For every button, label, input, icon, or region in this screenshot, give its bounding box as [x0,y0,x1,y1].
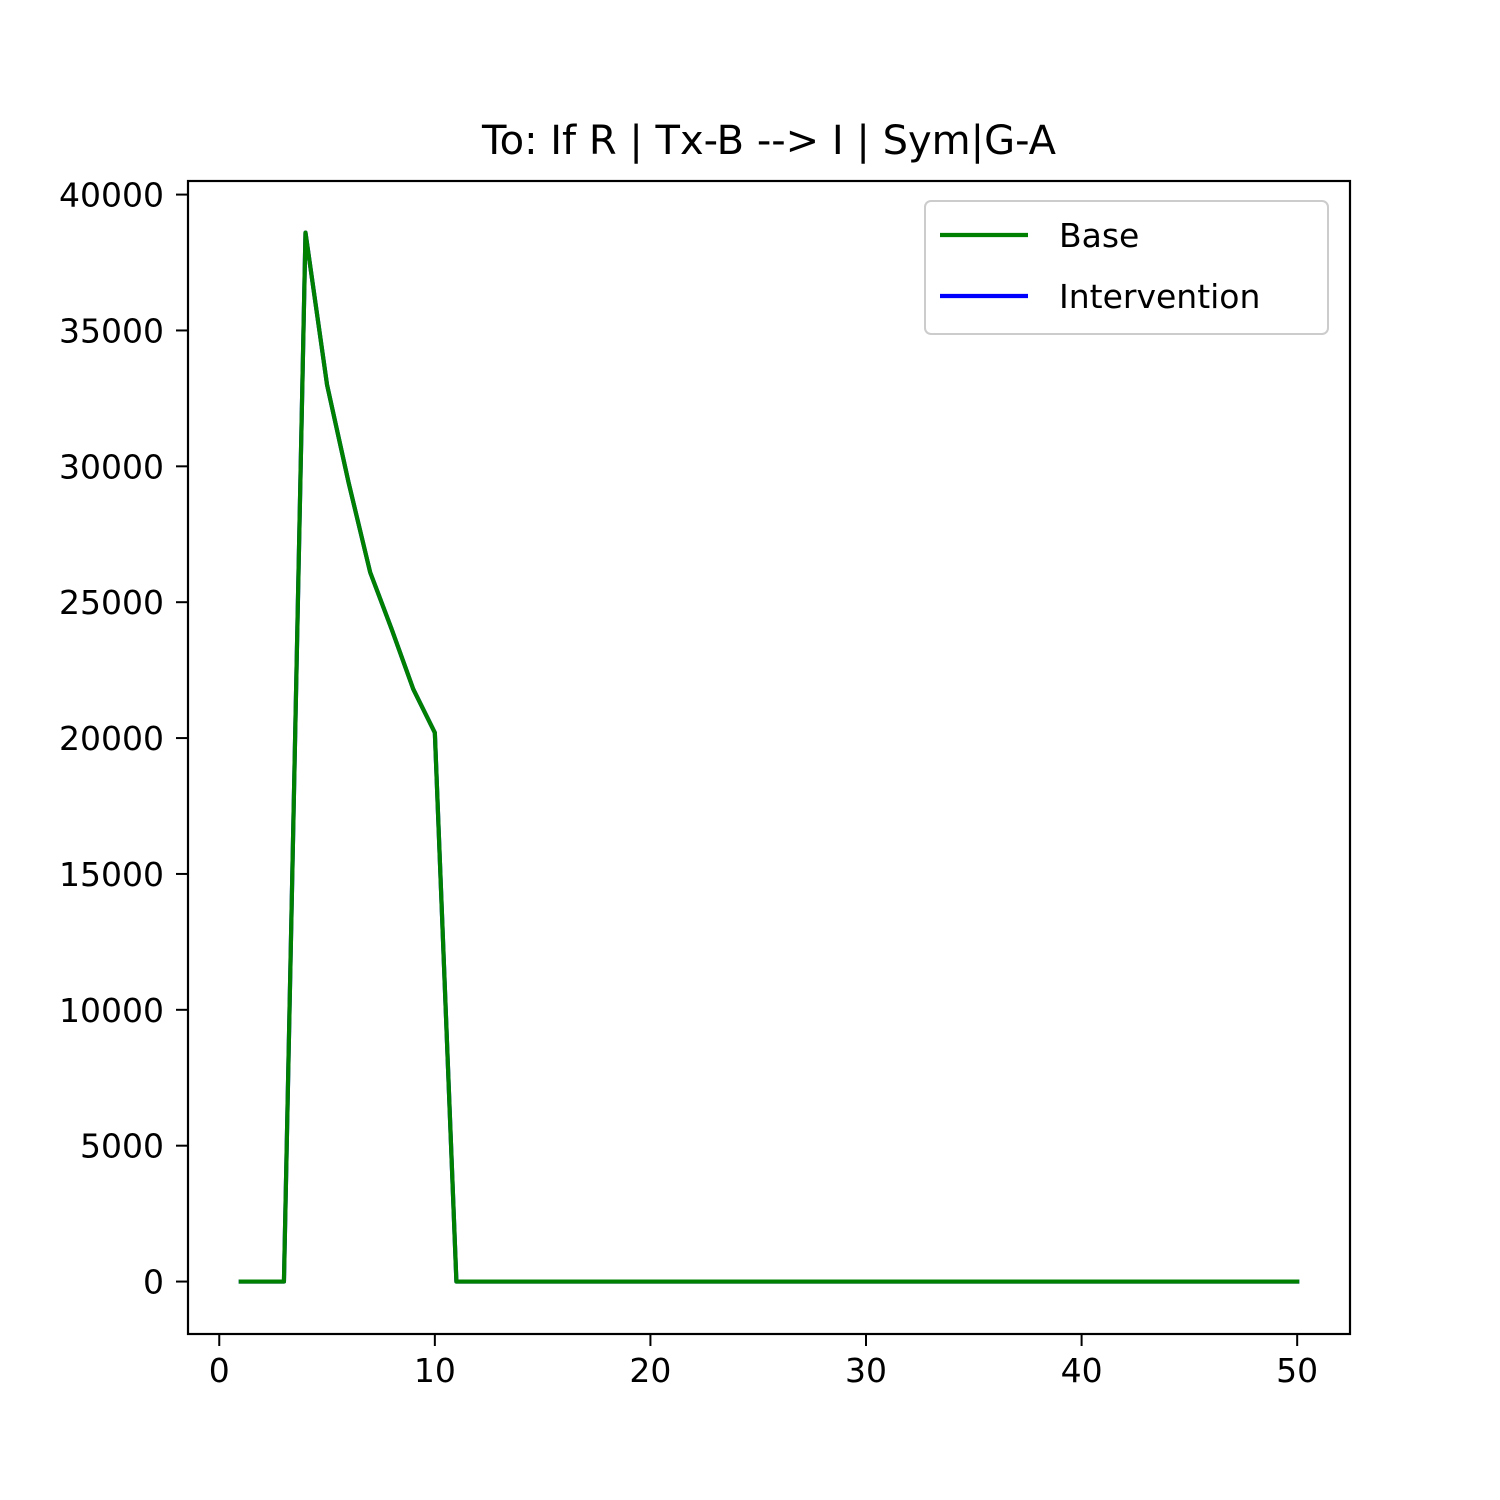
axes-frame [186,179,1352,1336]
y-tick-label: 25000 [59,583,164,622]
y-tick-label: 40000 [59,176,164,215]
legend: Base Intervention [924,200,1329,335]
y-tick-label: 20000 [59,719,164,758]
x-tick-label: 20 [629,1351,671,1390]
legend-label-intervention: Intervention [1059,277,1260,316]
y-tick-label: 5000 [80,1127,164,1166]
y-tick-label: 30000 [59,447,164,486]
legend-label-base: Base [1059,216,1139,255]
chart-title: To: If R | Tx-B --> I | Sym|G-A [481,118,1057,164]
x-tick-label: 30 [845,1351,887,1390]
x-tick-label: 10 [414,1351,456,1390]
x-tick-label: 40 [1061,1351,1103,1390]
plot-area [238,230,1300,1284]
y-tick-label: 35000 [59,311,164,350]
y-tick-label: 15000 [59,855,164,894]
y-tick-label: 10000 [59,991,164,1030]
x-tick-label: 50 [1276,1351,1318,1390]
x-tick-label: 0 [209,1351,230,1390]
axes: 0 10 20 30 40 50 0 5000 10000 15000 20000 25000 3000… [59,176,1352,1390]
series-line-base [238,230,1300,1284]
y-tick-label: 0 [143,1263,164,1302]
